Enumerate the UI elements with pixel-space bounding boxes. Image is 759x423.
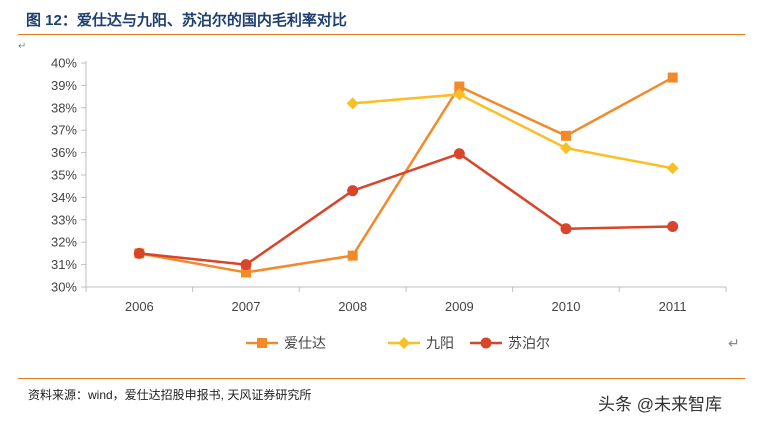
- y-axis-ticks: 30% 31% 32% 33% 34% 35% 36% 37% 38% 39% 40%: [51, 56, 86, 295]
- data-point: [133, 247, 145, 259]
- line-chart: 30%31%32%33%34%35%36%37%38%39%40% 2006 20…: [51, 56, 727, 351]
- data-point: [240, 259, 252, 271]
- paragraph-mark-icon: ↵: [18, 41, 27, 52]
- x-tick-label: 2008: [338, 299, 367, 314]
- data-point: [560, 223, 572, 235]
- x-tick-label: 2009: [445, 299, 474, 314]
- legend-label: 苏泊尔: [508, 335, 550, 351]
- data-point: [241, 267, 251, 278]
- source-note: 资料来源：wind，爱仕达招股申报书, 天风证券研究所: [28, 388, 312, 402]
- y-tick-label: 40%: [51, 56, 77, 71]
- legend-label: 九阳: [426, 335, 454, 351]
- data-point: [347, 185, 359, 197]
- legend: 爱仕达 九阳 苏泊尔: [246, 335, 550, 351]
- series-line-2: [352, 93, 673, 170]
- figure-title: 图 12：爱仕达与九阳、苏泊尔的国内毛利率对比: [26, 12, 347, 29]
- x-tick-label: 2010: [552, 299, 581, 314]
- watermark-text: 头条 @未来智库: [598, 395, 722, 414]
- y-tick-label: 39%: [51, 78, 77, 93]
- data-point: [453, 148, 465, 160]
- series-lines: [139, 76, 674, 274]
- y-tick-label: 36%: [51, 145, 77, 160]
- y-tick-label: 30%: [51, 280, 77, 295]
- series-markers: [133, 72, 679, 278]
- data-point: [347, 250, 358, 261]
- data-point: [667, 72, 678, 83]
- data-point: [454, 81, 465, 92]
- source-rule: [18, 378, 745, 379]
- data-point: [667, 221, 679, 233]
- series-line-1: [139, 76, 674, 274]
- x-tick-label: 2006: [125, 299, 154, 314]
- series-line-3: [139, 152, 673, 266]
- legend-label: 爱仕达: [284, 335, 326, 351]
- x-tick-label: 2011: [659, 299, 687, 314]
- legend-marker: [480, 337, 492, 349]
- data-point: [561, 130, 571, 141]
- title-rule: [18, 34, 745, 35]
- y-tick-label: 37%: [51, 123, 77, 138]
- chart-axes: [85, 61, 726, 288]
- data-point: [453, 88, 466, 101]
- x-axis-ticks: 2006 2007 2008 2009 2010 2011: [85, 287, 727, 314]
- legend-marker: [398, 337, 410, 349]
- data-point: [560, 142, 572, 155]
- data-point: [346, 97, 359, 110]
- x-tick-label: 2007: [232, 299, 261, 314]
- paragraph-mark-icon: ↵: [728, 335, 740, 351]
- y-tick-label: 34%: [51, 190, 77, 205]
- y-tick-label: 31%: [51, 257, 77, 272]
- data-point: [666, 162, 679, 175]
- legend-marker: [257, 338, 267, 348]
- y-tick-label: 38%: [51, 100, 77, 115]
- y-tick-label: 32%: [51, 235, 77, 250]
- y-tick-label: 35%: [51, 168, 77, 183]
- y-tick-label: 33%: [51, 212, 77, 227]
